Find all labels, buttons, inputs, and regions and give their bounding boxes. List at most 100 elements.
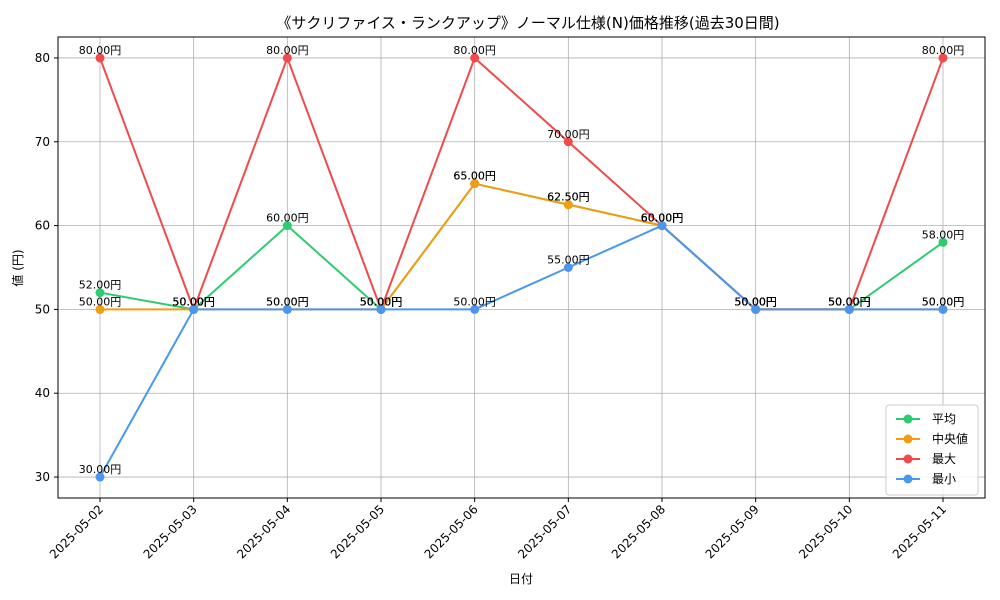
data-label: 30.00円 bbox=[79, 463, 122, 476]
data-point bbox=[657, 221, 667, 231]
x-tick-label: 2025-05-08 bbox=[609, 502, 668, 561]
data-label: 50.00円 bbox=[172, 295, 215, 308]
series-平均 bbox=[95, 179, 948, 314]
data-label: 52.00円 bbox=[79, 279, 122, 292]
x-tick-label: 2025-05-04 bbox=[234, 502, 293, 561]
legend-box bbox=[885, 404, 979, 496]
legend-label: 最小 bbox=[932, 472, 956, 486]
x-tick-label: 2025-05-10 bbox=[796, 502, 855, 561]
data-point bbox=[938, 237, 948, 247]
chart-title: 《サクリファイス・ランクアップ》ノーマル仕様(N)価格推移(過去30日間) bbox=[276, 14, 779, 32]
data-label: 60.00円 bbox=[266, 212, 309, 225]
data-point bbox=[844, 304, 854, 314]
x-tick-label: 2025-05-09 bbox=[703, 502, 762, 561]
data-label: 60.00円 bbox=[641, 212, 684, 225]
y-tick-label: 40 bbox=[35, 386, 50, 400]
data-label: 80.00円 bbox=[922, 44, 965, 57]
data-label: 60.00円 bbox=[641, 212, 684, 225]
x-tick-label: 2025-05-06 bbox=[422, 502, 481, 561]
legend-label: 中央値 bbox=[932, 431, 968, 446]
data-point bbox=[470, 53, 480, 63]
data-point bbox=[563, 137, 573, 147]
data-label: 50.00円 bbox=[360, 295, 403, 308]
x-tick-label: 2025-05-02 bbox=[47, 502, 106, 561]
data-point bbox=[563, 263, 573, 272]
y-tick-label: 50 bbox=[35, 302, 50, 316]
data-point bbox=[282, 221, 292, 231]
series-line bbox=[100, 182, 943, 311]
y-tick-label: 80 bbox=[35, 51, 50, 65]
data-label: 58.00円 bbox=[922, 228, 965, 241]
data-labels: 52.00円 50.00円 60.00円 50.00円 65.00円 62.50円 60.0… bbox=[79, 44, 965, 476]
data-label: 50.00円 bbox=[360, 295, 403, 308]
data-label: 50.00円 bbox=[734, 295, 777, 308]
data-point bbox=[95, 304, 105, 314]
series-最小 bbox=[95, 221, 948, 482]
data-label: 60.00円 bbox=[641, 212, 684, 225]
data-label: 62.50円 bbox=[547, 191, 590, 204]
data-label: 50.00円 bbox=[453, 295, 496, 308]
data-point bbox=[470, 179, 480, 189]
legend-label: 平均 bbox=[932, 412, 956, 426]
y-tick-label: 60 bbox=[35, 219, 50, 233]
y-axis-ticks: 30 40 50 60 70 80 bbox=[35, 51, 58, 484]
legend-marker bbox=[903, 474, 913, 484]
y-tick-label: 30 bbox=[35, 470, 50, 484]
data-label: 50.00円 bbox=[266, 295, 309, 308]
data-point bbox=[95, 53, 105, 63]
x-axis-ticks: 2025-05-02 2025-05-03 2025-05-04 2025-05-05… bbox=[47, 498, 949, 561]
legend-marker bbox=[903, 434, 913, 444]
data-point bbox=[938, 53, 948, 63]
y-axis-label: 値 (円) bbox=[10, 249, 25, 286]
data-label: 50.00円 bbox=[266, 295, 309, 308]
data-label: 50.00円 bbox=[79, 295, 122, 308]
legend-label: 最大 bbox=[932, 452, 956, 466]
data-label: 50.00円 bbox=[828, 295, 871, 308]
plot-frame bbox=[57, 36, 986, 499]
data-label: 50.00円 bbox=[172, 295, 215, 308]
data-point bbox=[95, 288, 105, 298]
data-point bbox=[470, 304, 480, 314]
data-label: 50.00円 bbox=[734, 295, 777, 308]
series-最大 bbox=[95, 53, 948, 314]
data-label: 50.00円 bbox=[172, 295, 215, 308]
data-point bbox=[376, 304, 386, 314]
data-label: 65.00円 bbox=[453, 170, 496, 183]
data-point bbox=[938, 304, 948, 314]
data-label: 65.00円 bbox=[453, 170, 496, 183]
series-line bbox=[99, 224, 943, 478]
data-label: 50.00円 bbox=[922, 295, 965, 308]
x-tick-label: 2025-05-11 bbox=[890, 502, 949, 561]
data-point bbox=[282, 53, 292, 63]
data-label: 50.00円 bbox=[734, 295, 777, 308]
data-label: 50.00円 bbox=[172, 295, 215, 308]
data-point bbox=[563, 200, 573, 210]
grid bbox=[58, 37, 985, 498]
data-label: 50.00円 bbox=[922, 295, 965, 308]
legend-marker bbox=[903, 414, 913, 424]
x-tick-label: 2025-05-03 bbox=[141, 502, 200, 561]
series-layer bbox=[95, 53, 948, 482]
data-label: 50.00円 bbox=[734, 295, 777, 308]
data-label: 70.00円 bbox=[547, 128, 590, 141]
data-point bbox=[282, 304, 292, 314]
series-line bbox=[99, 56, 944, 311]
data-label: 62.50円 bbox=[547, 191, 590, 204]
series-中央値 bbox=[95, 179, 948, 314]
data-label: 60.00円 bbox=[641, 212, 684, 225]
data-label: 50.00円 bbox=[828, 295, 871, 308]
data-label: 80.00円 bbox=[453, 44, 496, 57]
y-tick-label: 70 bbox=[35, 135, 50, 149]
data-label: 50.00円 bbox=[360, 295, 403, 308]
data-point bbox=[751, 304, 761, 314]
data-point bbox=[95, 472, 105, 482]
data-label: 55.00円 bbox=[547, 254, 590, 267]
legend-marker bbox=[903, 454, 913, 464]
data-label: 80.00円 bbox=[79, 44, 122, 57]
x-tick-label: 2025-05-05 bbox=[328, 502, 387, 561]
x-axis-label: 日付 bbox=[509, 572, 533, 586]
data-point bbox=[189, 304, 199, 314]
data-label: 80.00円 bbox=[266, 44, 309, 57]
